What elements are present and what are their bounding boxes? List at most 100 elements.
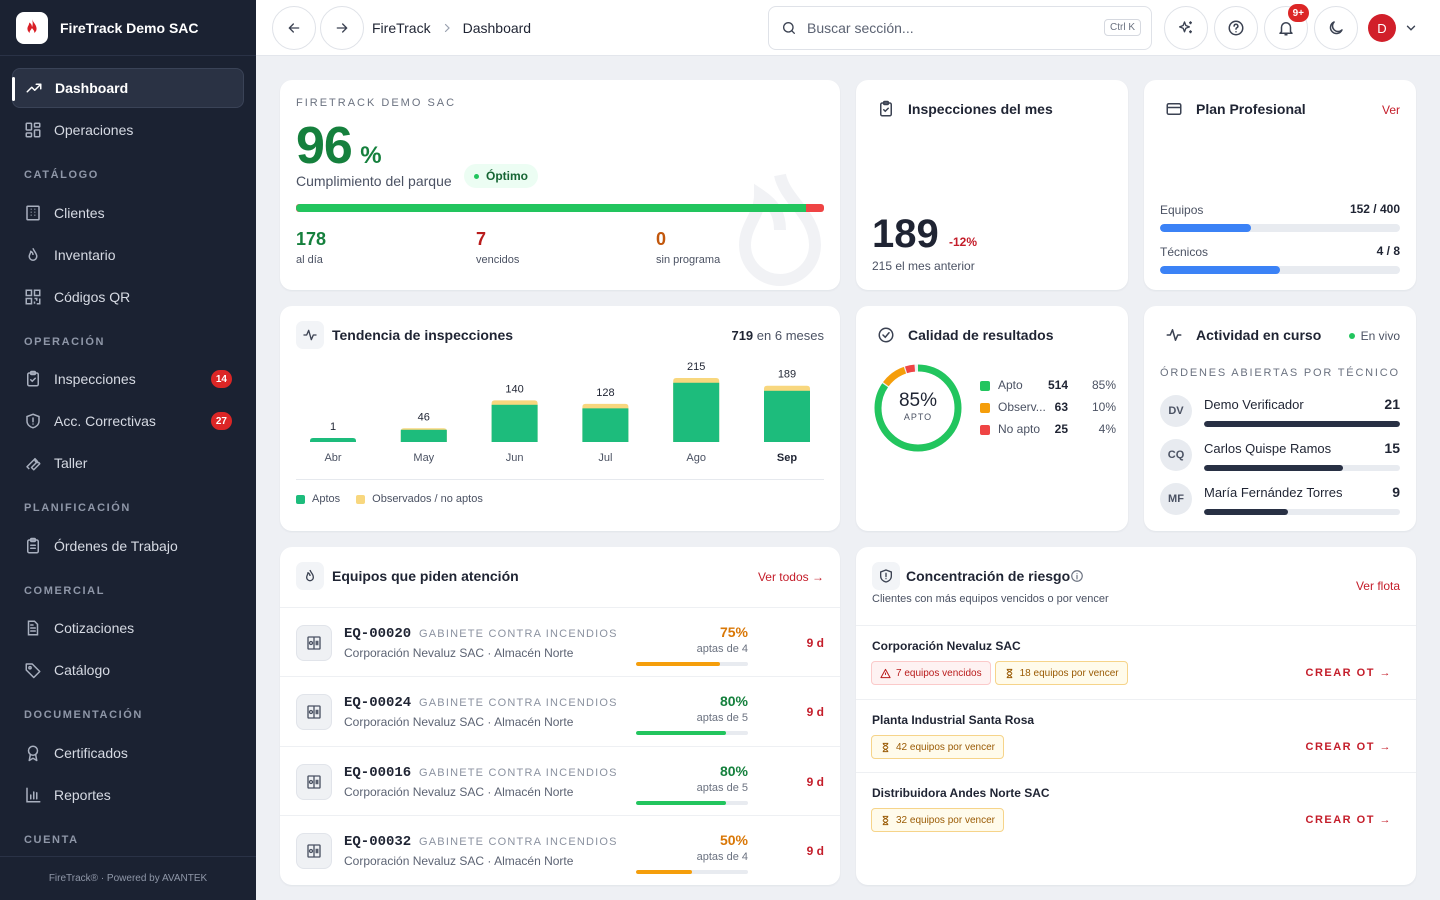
table-row[interactable]: EQ-00032 GABINETE CONTRA INCENDIOS Corpo… xyxy=(280,815,840,884)
tech-count: 15 xyxy=(1384,440,1400,456)
equipment-client: Corporación Nevaluz SAC · Almacén Norte xyxy=(344,785,574,799)
search-input[interactable]: Buscar sección... Ctrl K xyxy=(768,6,1152,50)
chevron-down-icon[interactable] xyxy=(1404,21,1418,35)
clipboard-list-icon xyxy=(24,537,42,555)
legend-swatch xyxy=(980,403,990,413)
client-name: Distribuidora Andes Norte SAC xyxy=(872,786,1050,800)
hourglass-icon xyxy=(882,742,889,752)
breadcrumb: FireTrack Dashboard xyxy=(372,0,531,56)
sidebar-item-certificados[interactable]: Certificados xyxy=(12,733,244,773)
equipment-type: GABINETE CONTRA INCENDIOS xyxy=(419,836,618,848)
sidebar-item-catalogo[interactable]: Catálogo xyxy=(12,650,244,690)
bell-icon xyxy=(1279,22,1293,36)
bar-aptos-ago xyxy=(673,382,720,442)
sidebar-item-cotizaciones[interactable]: Cotizaciones xyxy=(12,608,244,648)
ai-assistant-button[interactable] xyxy=(1164,6,1208,50)
bar-aptos-may xyxy=(400,429,447,442)
search-placeholder: Buscar sección... xyxy=(807,20,914,36)
equipment-bar xyxy=(636,731,748,735)
sidebar-item-label: Dashboard xyxy=(55,80,129,96)
upcoming-pill: 42 equipos por vencer xyxy=(871,735,1004,759)
hourglass-icon xyxy=(1006,668,1012,678)
notifications-button[interactable]: 9+ xyxy=(1264,4,1309,50)
live-dot-icon xyxy=(1348,333,1355,339)
bar-aptos-sep xyxy=(764,390,810,442)
monthly-value: 189 xyxy=(872,212,939,256)
legend-label-observados: Observados / no aptos xyxy=(372,493,483,505)
sidebar-item-ordenes-de-trabajo[interactable]: Órdenes de Trabajo xyxy=(12,526,244,566)
sidebar-item-inspecciones[interactable]: Inspecciones 14 xyxy=(12,359,244,399)
equipment-client: Corporación Nevaluz SAC · Almacén Norte xyxy=(344,646,574,660)
create-ot-button[interactable]: CREAR OT → xyxy=(1305,667,1392,679)
sidebar-item-acc-correctivas[interactable]: Acc. Correctivas 27 xyxy=(12,401,244,441)
card-title: Calidad de resultados xyxy=(908,327,1054,343)
sidebar-item-codigos-qr[interactable]: Códigos QR xyxy=(12,277,244,317)
equipment-type: GABINETE CONTRA INCENDIOS xyxy=(419,767,618,779)
sidebar-item-reportes[interactable]: Reportes xyxy=(12,775,244,815)
forward-button[interactable] xyxy=(320,6,364,50)
trend-total-value: 719 xyxy=(731,328,754,343)
bar-aptos-jun xyxy=(491,404,538,442)
tech-row[interactable]: MF María Fernández Torres 9 xyxy=(1160,483,1400,523)
search-icon xyxy=(783,22,795,34)
stat-al-dia: 178 al día xyxy=(296,229,326,266)
upcoming-text: 18 equipos por vencer xyxy=(1019,667,1119,679)
back-button[interactable] xyxy=(272,6,316,50)
avatar: DV xyxy=(1160,395,1192,427)
activity-card: Actividad en curso En vivo ÓRDENES ABIER… xyxy=(1144,306,1416,531)
sidebar-item-inventario[interactable]: Inventario xyxy=(12,235,244,275)
risk-client-row: Distribuidora Andes Norte SAC 32 equipos… xyxy=(856,773,1416,847)
create-ot-button[interactable]: CREAR OT → xyxy=(1305,814,1392,826)
help-button[interactable] xyxy=(1214,6,1258,50)
stat-value: 178 xyxy=(296,229,327,249)
equipment-apt: aptas de 5 xyxy=(696,782,748,794)
view-fleet-link[interactable]: Ver flota xyxy=(1355,579,1400,593)
sidebar-item-clientes[interactable]: Clientes xyxy=(12,193,244,233)
quality-row-apto: Apto 514 85% xyxy=(980,378,1116,394)
equipment-days: 9 d xyxy=(806,844,824,858)
tech-bar xyxy=(1204,509,1400,515)
bar-value-label: 46 xyxy=(418,411,430,423)
check-circle-icon xyxy=(872,321,900,349)
monthly-previous: 215 el mes anterior xyxy=(872,259,975,273)
view-all-link[interactable]: Ver todos → xyxy=(757,570,824,584)
quality-label: Apto xyxy=(998,378,1023,392)
equipment-pct: 75% xyxy=(719,624,748,640)
table-row[interactable]: EQ-00020 GABINETE CONTRA INCENDIOS Corpo… xyxy=(280,607,840,676)
equipment-type: GABINETE CONTRA INCENDIOS xyxy=(419,628,618,640)
plan-equipos-bar xyxy=(1160,224,1400,232)
equipment-apt: aptas de 4 xyxy=(696,851,748,863)
table-row[interactable]: EQ-00016 GABINETE CONTRA INCENDIOS Corpo… xyxy=(280,746,840,815)
plan-view-link[interactable]: Ver xyxy=(1381,103,1400,117)
flame-watermark-icon xyxy=(738,173,822,286)
status-text: Óptimo xyxy=(486,169,528,183)
brand[interactable]: FireTrack Demo SAC xyxy=(0,0,256,56)
compliance-progress-bar xyxy=(296,204,824,212)
equipment-client: Corporación Nevaluz SAC · Almacén Norte xyxy=(344,715,574,729)
risk-concentration-card: Concentración de riesgo Clientes con más… xyxy=(856,547,1416,885)
sidebar-item-operaciones[interactable]: Operaciones xyxy=(12,110,244,150)
risk-pills: 32 equipos por vencer xyxy=(871,808,1008,832)
tech-bar xyxy=(1204,465,1400,471)
credit-card-icon xyxy=(1160,95,1188,123)
breadcrumb-root[interactable]: FireTrack xyxy=(372,20,431,36)
user-avatar[interactable]: D xyxy=(1368,14,1396,42)
tech-row[interactable]: CQ Carlos Quispe Ramos 15 xyxy=(1160,439,1400,479)
quality-donut-chart xyxy=(874,364,962,452)
tech-row[interactable]: DV Demo Verificador 21 xyxy=(1160,395,1400,435)
theme-toggle-button[interactable] xyxy=(1314,6,1358,50)
sidebar-item-taller[interactable]: Taller xyxy=(12,443,244,483)
info-icon[interactable] xyxy=(1070,569,1084,583)
grid-icon xyxy=(24,121,42,139)
sidebar-item-dashboard[interactable]: Dashboard xyxy=(12,68,244,108)
trend-total-suffix: en 6 meses xyxy=(756,328,824,343)
table-row[interactable]: EQ-00024 GABINETE CONTRA INCENDIOS Corpo… xyxy=(280,676,840,745)
sidebar-item-label: Códigos QR xyxy=(54,289,131,305)
quality-pct: 85% xyxy=(1091,378,1116,392)
create-ot-button[interactable]: CREAR OT → xyxy=(1305,741,1392,753)
live-text: En vivo xyxy=(1360,329,1400,343)
x-tick-label: Abr xyxy=(324,452,341,464)
equipment-days: 9 d xyxy=(806,705,824,719)
compliance-label: Cumplimiento del parque xyxy=(296,173,452,189)
firetrack-logo xyxy=(16,11,48,44)
